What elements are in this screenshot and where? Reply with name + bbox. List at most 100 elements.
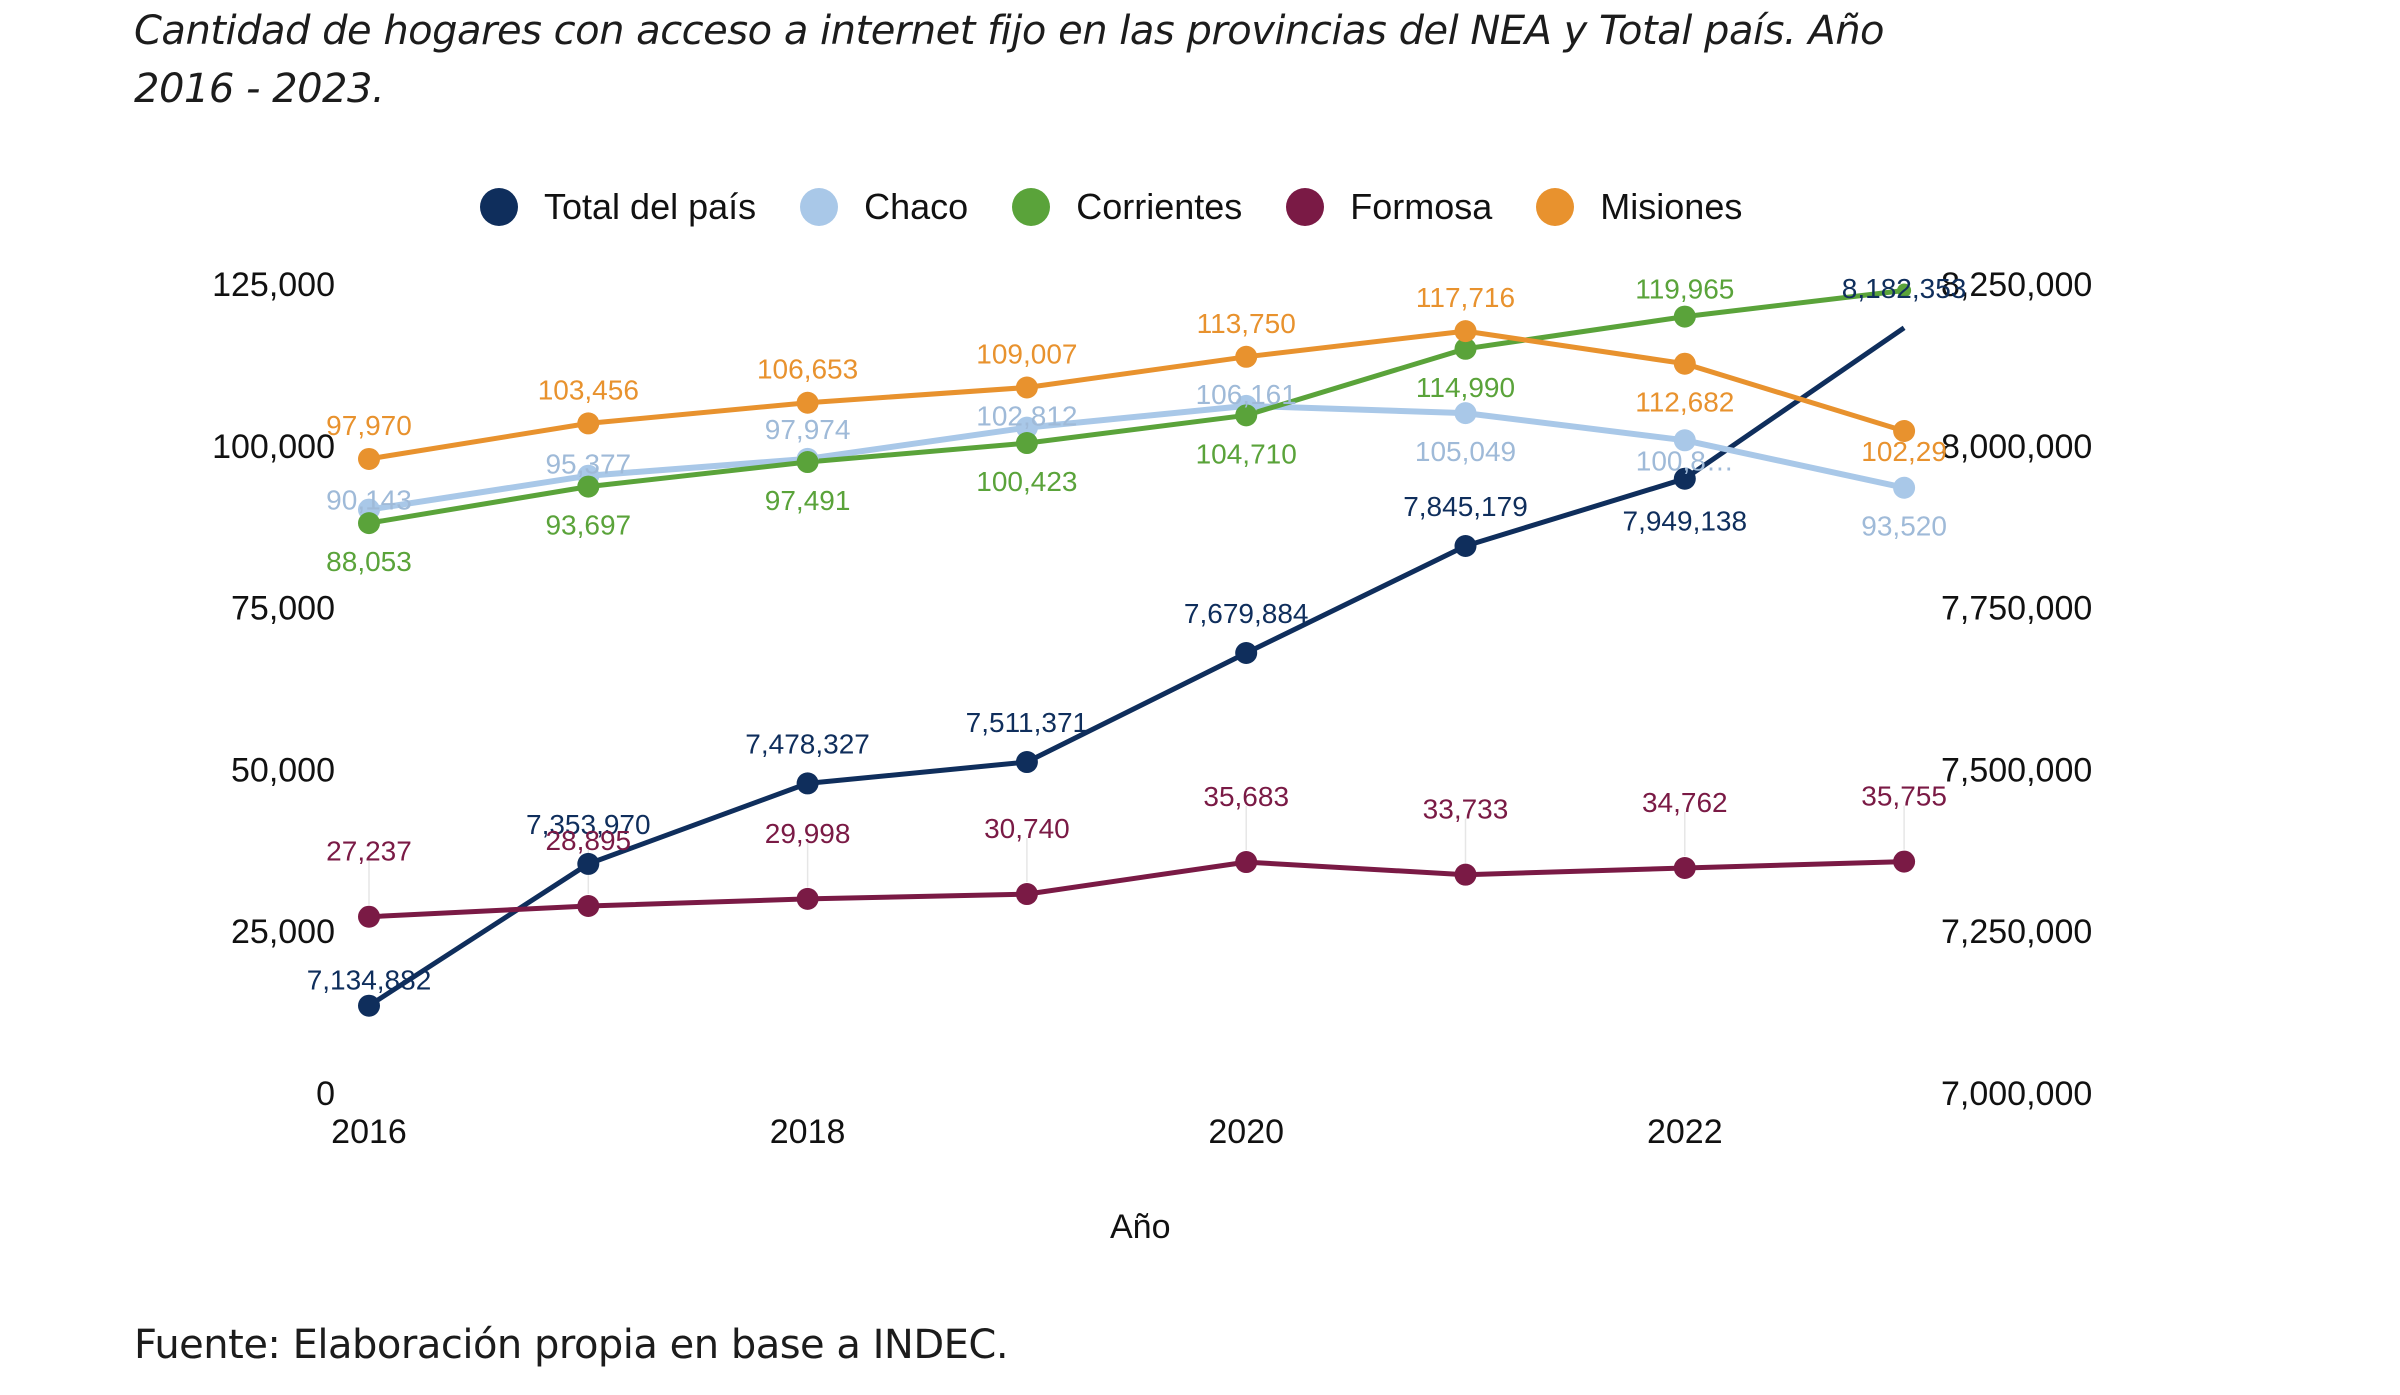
source-note: Fuente: Elaboración propia en base a IND… (134, 1322, 1009, 1368)
series-line-total-del-país (367, 325, 1906, 1008)
data-label: 114,990 (1416, 372, 1515, 403)
legend-label: Chaco (864, 186, 969, 227)
data-point[interactable] (1235, 851, 1258, 874)
data-point[interactable] (1235, 404, 1258, 427)
data-label: 93,520 (1861, 511, 1947, 542)
data-point[interactable] (577, 475, 600, 498)
series-line-formosa (368, 859, 1905, 920)
series-markers (358, 283, 1916, 1017)
data-label: 7,511,371 (966, 707, 1089, 738)
data-label: 7,478,327 (745, 728, 870, 759)
data-label: 106,653 (757, 354, 858, 385)
data-point[interactable] (1673, 429, 1696, 452)
data-point[interactable] (1454, 535, 1477, 558)
data-label: 27,237 (326, 836, 412, 867)
left-axis-tick-label: 125,000 (212, 266, 335, 304)
data-label: 90,143 (326, 485, 412, 516)
series-lines (367, 288, 1906, 1008)
right-axis-tick-label: 8,000,000 (1941, 428, 2092, 466)
data-label: 28,895 (545, 825, 631, 856)
data-label: 97,491 (765, 485, 851, 516)
right-axis-tick-label: 7,500,000 (1941, 751, 2092, 789)
data-label: 103,456 (538, 374, 639, 405)
data-point[interactable] (796, 772, 819, 795)
x-axis-tick-label: 2018 (770, 1113, 846, 1151)
data-label: 29,998 (765, 818, 851, 849)
data-point[interactable] (1015, 883, 1038, 906)
data-label: 97,970 (326, 410, 412, 441)
series-line-misiones (368, 328, 1905, 462)
chart-title-line-2: 2016 - 2023. (134, 66, 385, 112)
data-point[interactable] (358, 905, 380, 928)
data-point[interactable] (1893, 476, 1916, 499)
right-axis-tick-label: 7,250,000 (1941, 913, 2092, 951)
right-axis-tick-label: 7,750,000 (1941, 590, 2092, 628)
data-point[interactable] (577, 852, 600, 875)
legend-item[interactable]: Corrientes (1012, 186, 1242, 228)
right-y-axis: 7,000,000 7,250,000 7,500,000 7,750,000 8,00… (1941, 266, 2092, 1113)
data-point[interactable] (1454, 863, 1477, 886)
legend-item[interactable]: Misiones (1536, 186, 1742, 228)
data-point[interactable] (1015, 751, 1038, 774)
x-axis-tick-label: 2020 (1208, 1113, 1284, 1151)
data-label: 104,710 (1196, 438, 1297, 469)
data-point[interactable] (358, 512, 380, 535)
data-point[interactable] (1673, 305, 1696, 328)
data-point[interactable] (358, 994, 380, 1017)
data-point[interactable] (1015, 432, 1038, 455)
left-axis-tick-label: 25,000 (231, 913, 335, 951)
data-point[interactable] (577, 894, 600, 917)
data-labels: 7,134,882 7,353,970 7,478,327 7,511,371 7,67… (307, 273, 1967, 996)
data-label: 112,682 (1635, 387, 1734, 418)
legend-item[interactable]: Formosa (1286, 186, 1492, 228)
data-label: 100,8… (1636, 445, 1734, 476)
data-point[interactable] (1893, 419, 1916, 442)
data-point[interactable] (1454, 320, 1477, 343)
legend: Total del país Chaco Corrientes Formosa Misi… (480, 182, 1786, 232)
data-point[interactable] (577, 412, 600, 435)
data-label: 88,053 (326, 546, 412, 577)
data-point[interactable] (1893, 850, 1916, 873)
x-axis: 2016 2018 2020 2022 (331, 1113, 1722, 1151)
right-axis-tick-label: 7,000,000 (1941, 1075, 2092, 1113)
data-point[interactable] (1454, 337, 1477, 360)
data-label: 100,423 (976, 466, 1077, 497)
data-label: 35,683 (1203, 781, 1289, 812)
data-point[interactable] (1673, 352, 1696, 375)
left-axis-tick-label: 0 (316, 1075, 335, 1113)
left-axis-tick-label: 75,000 (231, 590, 335, 628)
data-label: 117,716 (1416, 282, 1515, 313)
data-point[interactable] (796, 391, 819, 414)
data-label: 102,29 (1861, 436, 1947, 467)
data-point[interactable] (1673, 467, 1696, 490)
data-point[interactable] (1015, 376, 1038, 399)
data-point[interactable] (358, 447, 380, 470)
right-axis-tick-label: 8,250,000 (1941, 266, 2092, 304)
x-axis-title: Año (1110, 1208, 1171, 1246)
data-point[interactable] (1454, 402, 1477, 425)
data-point[interactable] (1235, 345, 1258, 368)
data-point[interactable] (1235, 641, 1258, 664)
data-label: 30,740 (984, 813, 1070, 844)
legend-item[interactable]: Chaco (800, 186, 968, 228)
series-line-chaco (368, 402, 1905, 513)
data-label: 109,007 (976, 339, 1077, 370)
legend-label: Total del país (544, 186, 757, 227)
legend-swatch-icon (1012, 188, 1051, 226)
data-point[interactable] (1015, 416, 1038, 439)
data-point[interactable] (796, 451, 819, 474)
left-y-axis: 0 25,000 50,000 75,000 100,000 125,000 (212, 266, 335, 1113)
data-point[interactable] (796, 887, 819, 910)
data-point[interactable] (1673, 857, 1696, 880)
legend-swatch-icon (1286, 188, 1325, 226)
legend-swatch-icon (800, 188, 839, 226)
legend-item[interactable]: Total del país (480, 186, 756, 228)
legend-label: Misiones (1600, 186, 1743, 227)
data-point[interactable] (1897, 283, 1912, 298)
left-axis-tick-label: 100,000 (212, 428, 335, 466)
data-label: 35,755 (1861, 781, 1947, 812)
x-axis-tick-label: 2022 (1647, 1113, 1723, 1151)
data-label: 7,679,884 (1184, 598, 1309, 629)
data-label: 7,845,179 (1403, 491, 1528, 522)
